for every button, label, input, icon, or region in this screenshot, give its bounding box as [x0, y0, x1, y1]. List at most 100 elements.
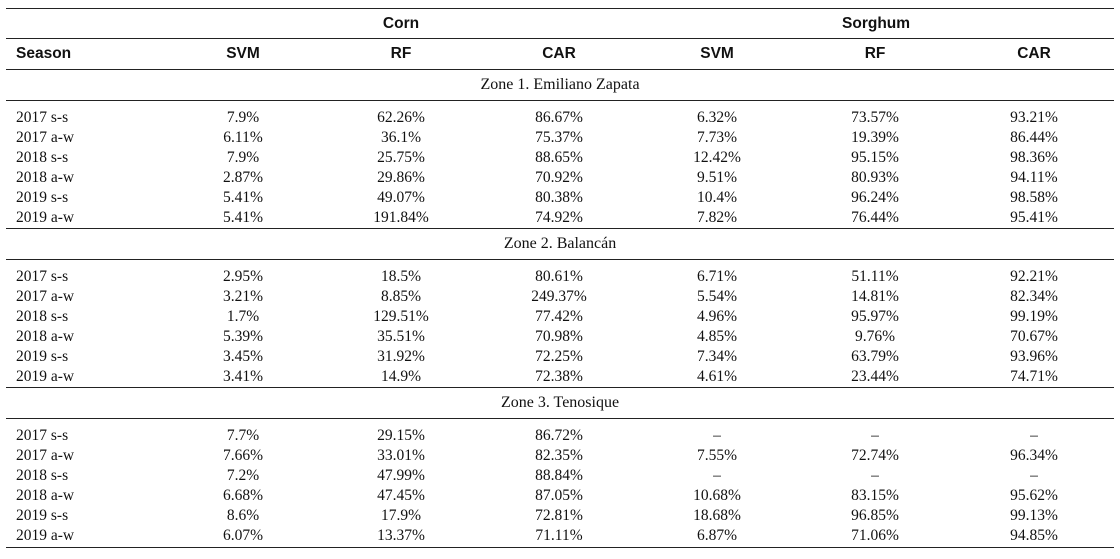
group-header-corn: Corn — [164, 8, 639, 39]
table-row: 2017 s-s 2.95% 18.5% 80.61% 6.71% 51.11% 92.21… — [6, 267, 1114, 287]
sorghum-car-cell: 95.41% — [1010, 209, 1058, 226]
sorghum-car-cell: – — [1030, 467, 1038, 484]
sorghum-rf-cell: 71.06% — [796, 526, 955, 548]
corn-car-cell: 70.98% — [535, 328, 583, 345]
season-cell: 2019 a-w — [16, 368, 75, 385]
sorghum-car-cell: 96.34% — [1010, 447, 1058, 464]
column-header-sorghum-svm: SVM — [700, 45, 734, 62]
corn-car-cell: 80.61% — [535, 268, 583, 285]
table-row: 2019 a-w 3.41% 14.9% 72.38% 4.61% 23.44% 74.71… — [6, 367, 1114, 388]
corn-svm-cell: 3.21% — [222, 288, 264, 305]
corn-rf-cell: 31.92% — [377, 348, 425, 365]
season-cell: 2019 s-s — [16, 348, 69, 365]
corn-rf-cell: 36.1% — [380, 129, 422, 146]
sorghum-car-cell: 94.85% — [954, 526, 1115, 548]
season-cell: 2018 s-s — [16, 149, 69, 166]
sorghum-car-cell: 95.62% — [1010, 487, 1058, 504]
corn-rf-cell: 33.01% — [377, 447, 425, 464]
corn-svm-cell: 5.41% — [222, 209, 264, 226]
corn-rf-cell: 49.07% — [377, 189, 425, 206]
corn-car-cell: 74.92% — [535, 209, 583, 226]
corn-rf-cell: 35.51% — [377, 328, 425, 345]
sorghum-rf-cell: 63.79% — [851, 348, 899, 365]
corn-rf-cell: 47.99% — [377, 467, 425, 484]
corn-car-cell: 70.92% — [535, 169, 583, 186]
zone-heading: Zone 3. Tenosique — [6, 387, 1115, 419]
sorghum-rf-cell: 51.11% — [851, 268, 899, 285]
sorghum-rf-cell: 14.81% — [851, 288, 899, 305]
sorghum-rf-cell: 19.39% — [851, 129, 899, 146]
column-header-sorghum-car: CAR — [1017, 45, 1051, 62]
zone-spacer — [6, 101, 1114, 109]
table-row: 2017 a-w 7.66% 33.01% 82.35% 7.55% 72.74% 96.3… — [6, 446, 1114, 466]
sorghum-svm-cell: 6.71% — [697, 268, 738, 285]
sorghum-rf-cell: 95.15% — [851, 149, 899, 166]
season-cell: 2017 a-w — [16, 447, 75, 464]
sorghum-rf-cell: 95.97% — [851, 308, 899, 325]
sorghum-svm-cell: 4.85% — [697, 328, 738, 345]
season-cell: 2018 a-w — [16, 328, 75, 345]
season-cell: 2019 s-s — [16, 507, 69, 524]
sorghum-car-cell: 86.44% — [1010, 129, 1058, 146]
corn-svm-cell: 7.2% — [226, 467, 260, 484]
table-row: 2019 s-s 5.41% 49.07% 80.38% 10.4% 96.24% 98.5… — [6, 188, 1114, 208]
column-header-corn-rf: RF — [390, 45, 412, 62]
corn-rf-cell: 191.84% — [373, 209, 429, 226]
corn-svm-cell: 3.45% — [222, 348, 264, 365]
sorghum-svm-cell: 6.32% — [697, 109, 738, 126]
sorghum-car-cell: 98.36% — [1010, 149, 1058, 166]
season-cell: 2017 s-s — [16, 427, 69, 444]
sorghum-rf-cell: 72.74% — [851, 447, 899, 464]
sorghum-rf-cell: – — [871, 467, 879, 484]
corn-car-cell: 72.81% — [535, 507, 583, 524]
corn-car-cell: 72.38% — [535, 368, 583, 385]
corn-rf-cell: 13.37% — [322, 526, 480, 548]
column-header-season: Season — [16, 45, 72, 62]
sorghum-car-cell: – — [1030, 427, 1038, 444]
corn-car-cell: 80.38% — [535, 189, 583, 206]
corn-rf-cell: 29.15% — [377, 427, 425, 444]
sorghum-svm-cell: 7.73% — [697, 129, 738, 146]
table-row: 2017 s-s 7.9% 62.26% 86.67% 6.32% 73.57% 93.21… — [6, 108, 1114, 128]
corn-car-cell: 77.42% — [535, 308, 583, 325]
zone-spacer-cell — [6, 260, 1114, 268]
corn-rf-cell: 129.51% — [373, 308, 429, 325]
sorghum-svm-cell: 10.4% — [697, 189, 738, 206]
sorghum-rf-cell: 96.85% — [851, 507, 899, 524]
sorghum-car-cell: 82.34% — [1010, 288, 1058, 305]
season-cell: 2018 a-w — [16, 487, 75, 504]
zone-block: Zone 3. Tenosique 2017 s-s 7.7% 29.15% 86.72… — [6, 387, 1115, 548]
zone-heading-row: Zone 1. Emiliano Zapata — [6, 69, 1115, 101]
table-row: 2018 s-s 7.2% 47.99% 88.84% – – – — [6, 466, 1114, 486]
sorghum-car-cell: 98.58% — [1010, 189, 1058, 206]
group-header-sorghum: Sorghum — [638, 8, 1115, 39]
season-cell: 2019 s-s — [16, 189, 69, 206]
table-row: 2018 a-w 6.68% 47.45% 87.05% 10.68% 83.15% 95.… — [6, 486, 1114, 506]
season-cell: 2017 s-s — [16, 109, 69, 126]
table-row: 2019 a-w 5.41% 191.84% 74.92% 7.82% 76.44% 95.… — [6, 208, 1114, 229]
sorghum-svm-cell: 7.34% — [697, 348, 738, 365]
sorghum-rf-cell: 80.93% — [851, 169, 899, 186]
sorghum-svm-cell: – — [713, 467, 721, 484]
zone-heading: Zone 2. Balancán — [6, 228, 1115, 260]
table-header: Corn Sorghum Season SVM RF CAR SVM RF CA… — [6, 8, 1115, 70]
sorghum-svm-cell: 5.54% — [697, 288, 738, 305]
corn-car-cell: 82.35% — [535, 447, 583, 464]
column-header-corn-svm: SVM — [226, 45, 260, 62]
corn-svm-cell: 7.7% — [226, 427, 260, 444]
corn-svm-cell: 8.6% — [226, 507, 260, 524]
zone-spacer-cell — [6, 419, 1114, 427]
table-row: 2018 a-w 5.39% 35.51% 70.98% 4.85% 9.76% 70.67… — [6, 327, 1114, 347]
sorghum-car-cell: 94.11% — [1010, 169, 1058, 186]
corn-svm-cell: 7.9% — [226, 109, 260, 126]
zone-spacer — [6, 260, 1114, 268]
table-row: 2017 a-w 3.21% 8.85% 249.37% 5.54% 14.81% 82.3… — [6, 287, 1114, 307]
group-header-spacer — [6, 9, 164, 39]
sorghum-svm-cell: 7.82% — [697, 209, 738, 226]
sorghum-car-cell: 74.71% — [1010, 368, 1058, 385]
season-cell: 2017 s-s — [16, 268, 69, 285]
column-header-corn-car: CAR — [542, 45, 576, 62]
corn-rf-cell: 14.9% — [380, 368, 422, 385]
zone-block: Zone 1. Emiliano Zapata 2017 s-s 7.9% 62.26… — [6, 69, 1115, 229]
corn-car-cell: 75.37% — [535, 129, 583, 146]
